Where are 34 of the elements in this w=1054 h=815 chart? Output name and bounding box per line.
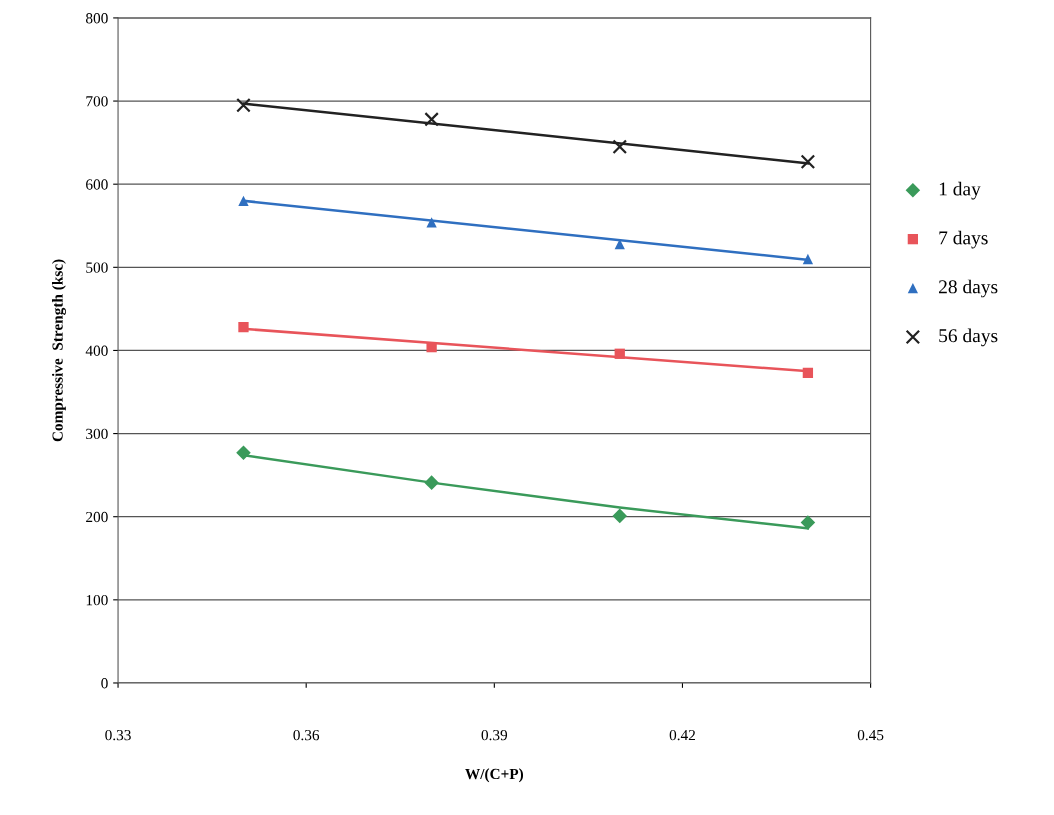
point xyxy=(800,515,816,530)
x-axis-title: W/(C+P) xyxy=(465,768,524,783)
y-tick-label: 600 xyxy=(86,179,108,190)
x-tick-label: 0.33 xyxy=(105,729,131,741)
point xyxy=(236,445,251,460)
point xyxy=(800,154,816,170)
x-tick-label: 0.36 xyxy=(293,729,320,741)
point xyxy=(424,475,439,490)
point xyxy=(802,253,814,265)
legend-label: 7 days xyxy=(939,230,988,249)
point xyxy=(426,217,437,228)
point xyxy=(802,367,814,379)
point xyxy=(238,322,249,333)
x-tick-label: 0.39 xyxy=(481,729,508,741)
y-tick-label: 300 xyxy=(86,428,108,440)
point xyxy=(612,508,628,524)
y-axis-title: Compressive Strength (ksc) xyxy=(51,259,66,442)
point xyxy=(238,195,249,206)
point xyxy=(614,348,625,359)
y-tick-label: 100 xyxy=(86,594,108,606)
x-tick-label: 0.45 xyxy=(857,729,884,741)
y-tick-label: 400 xyxy=(85,345,108,356)
y-tick-label: 200 xyxy=(86,511,108,523)
legend-label: 56 days xyxy=(939,328,998,347)
point xyxy=(236,97,251,113)
y-tick-label: 700 xyxy=(86,96,108,107)
point xyxy=(612,139,628,155)
x-tick-label: 0.42 xyxy=(669,729,695,741)
y-tick-label: 800 xyxy=(85,13,108,24)
y-tick-label: 500 xyxy=(86,262,108,273)
legend-label: 28 days xyxy=(939,279,998,298)
point xyxy=(424,112,439,127)
legend-label: 1 day xyxy=(939,181,981,200)
y-tick-label: 0 xyxy=(101,678,108,689)
